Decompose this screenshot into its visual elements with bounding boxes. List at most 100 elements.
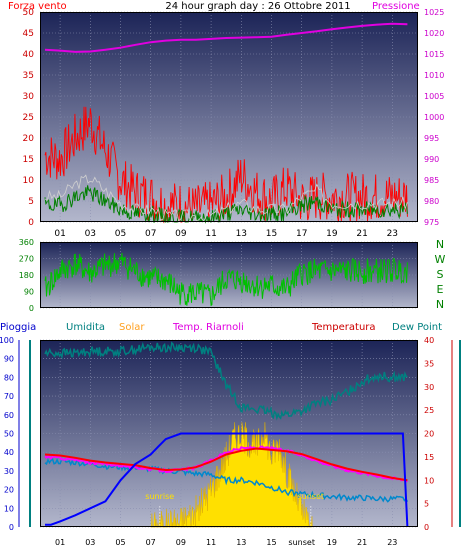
panel-1-x-tick-label: 23: [387, 229, 398, 239]
panel-1-left-axis-label: Forza vento: [8, 1, 67, 12]
panel-3-left-tick-label: 10: [4, 504, 14, 513]
panel-2-compass-label: W: [435, 253, 446, 266]
panel-3-left-tick-label: 100: [0, 336, 14, 345]
panel-3-right-tick-label: 20: [424, 430, 434, 439]
series-solar-area: [150, 422, 313, 528]
panel-3-left-tick-label: 70: [4, 392, 14, 401]
panel-2-left-tick-label: 0: [29, 304, 34, 313]
panel-1-right-tick-label: 985: [424, 176, 439, 185]
series-avg-envelope-line: [44, 174, 408, 223]
panel-3-left-tick-label: 40: [4, 448, 14, 457]
panel-2-compass-label: N: [436, 238, 444, 251]
panel-1-x-tick-label: 07: [145, 229, 156, 239]
panel-2-left-tick-label: 360: [19, 238, 34, 247]
panel-1-left-tick-label: 35: [23, 71, 34, 81]
panel-3-right-tick-label: 35: [424, 359, 434, 368]
panel-1-right-axis-label: Pressione: [372, 1, 420, 12]
panel-3-right-tick-label: 5: [424, 500, 429, 509]
panel-1-right-tick-label: 1025: [424, 8, 444, 17]
panel-1-left-tick-label: 10: [23, 176, 35, 186]
panel-3-legend-entry: Temp. Riarnoli: [172, 322, 244, 333]
panel-1-right-tick-label: 1010: [424, 71, 444, 80]
panel-1-left-tick-label: 25: [23, 113, 34, 123]
panel-3-x-tick-label: 11: [206, 538, 216, 547]
series-temperatura-line: [44, 447, 408, 482]
panel-1-x-tick-label: 03: [85, 229, 96, 239]
panel-1-left-tick-label: 40: [23, 50, 35, 60]
panel-1-x-tick-label: 15: [266, 229, 277, 239]
panel-2-left-tick-label: 90: [24, 288, 34, 297]
panel-3-x-tick-label: 19: [327, 538, 337, 547]
panel-3-left-tick-label: 60: [4, 411, 14, 420]
panel-2-left-tick-label: 180: [19, 271, 34, 280]
panel-3-x-tick-label: 01: [55, 538, 65, 547]
panel-3-x-tick-label: 23: [387, 538, 397, 547]
panel-1-x-tick-label: 05: [115, 229, 126, 239]
panel-1-left-tick-label: 5: [28, 197, 34, 207]
panel-3-frame: [40, 340, 418, 527]
panel-1-x-tick-label: 17: [296, 229, 307, 239]
series-pioggia-line: [45, 432, 409, 528]
panel-1-left-tick-label: 50: [23, 8, 35, 18]
panel-3-legend-entry: Temperatura: [311, 322, 376, 333]
panel-3-right-tick-label: 15: [424, 453, 434, 462]
panel-3-right-tick-label: 40: [424, 336, 434, 345]
series-direction-line: [44, 252, 408, 307]
panel-1-x-tick-label: 01: [54, 229, 65, 239]
series-pressione-line: [44, 22, 408, 53]
panel-1-left-tick-label: 20: [23, 134, 35, 144]
panel-1-right-tick-label: 1015: [424, 50, 444, 59]
panel-3-left-tick-label: 90: [4, 355, 14, 364]
panel-1-right-tick-label: 980: [424, 197, 439, 206]
sunrise-label: sunrise: [145, 492, 174, 501]
panel-3-x-tick-label: 13: [236, 538, 246, 547]
panel-1-right-tick-label: 975: [424, 218, 439, 227]
panel-1-left-tick-label: 15: [23, 155, 34, 165]
panel-1-x-tick-label: 21: [356, 229, 367, 239]
panel-3-left-tick-label: 80: [4, 373, 14, 382]
sunset-label: sunset: [297, 492, 324, 501]
panel-3-x-tick-label: 05: [115, 538, 125, 547]
panel-3-x-tick-label: 07: [146, 538, 156, 547]
panel-1-right-tick-label: 990: [424, 155, 439, 164]
panel-3-x-tick-label: 21: [357, 538, 367, 547]
panel-2-frame: [40, 242, 418, 308]
panel-1-title: 24 hour graph day : 26 Ottobre 2011: [165, 1, 350, 12]
panel-2-compass-label: E: [437, 283, 444, 296]
panel-2-compass-label: S: [437, 268, 444, 281]
panel-3-left-tick-label: 20: [4, 486, 14, 495]
panel-1-frame: [40, 12, 418, 222]
panel-2-compass-label: N: [436, 298, 444, 311]
panel-3-x-tick-label: 03: [85, 538, 95, 547]
series-gust-line: [44, 106, 408, 224]
panel-2-left-tick-label: 270: [19, 255, 34, 264]
panel-1-left-tick-label: 45: [23, 29, 34, 39]
panel-3-x-tick-label: sunset: [288, 538, 315, 547]
panel-1-left-tick-label: 0: [28, 218, 34, 228]
panel-3-right-tick-label: 10: [424, 476, 434, 485]
panel-1-x-tick-label: 11: [205, 229, 216, 239]
panel-1-x-tick-label: 09: [175, 229, 187, 239]
panel-3-right-tick-label: 25: [424, 406, 434, 415]
panel-1-right-tick-label: 995: [424, 134, 439, 143]
panel-1-x-tick-label: 19: [326, 229, 338, 239]
panel-1-right-tick-label: 1000: [424, 113, 444, 122]
panel-1-x-tick-label: 13: [236, 229, 247, 239]
panel-3-right-tick-label: 0: [424, 523, 429, 532]
panel-1-right-tick-label: 1020: [424, 29, 444, 38]
panel-3-legend-entry: Solar: [119, 322, 145, 333]
series-dewpoint-line: [44, 457, 409, 503]
panel-3-left-tick-label: 0: [9, 523, 14, 532]
panel-3-x-tick-label: 15: [266, 538, 276, 547]
panel-3-left-tick-label: 30: [4, 467, 14, 476]
panel-3-legend-entry: Pioggia: [0, 322, 36, 333]
panel-3-left-tick-label: 50: [4, 430, 14, 439]
panel-1-left-tick-label: 30: [23, 92, 35, 102]
panel-3-x-tick-label: 09: [176, 538, 186, 547]
panel-1-right-tick-label: 1005: [424, 92, 444, 101]
panel-3-legend-entry: Dew Point: [392, 322, 442, 333]
panel-3-legend-entry: Umidita: [66, 322, 105, 333]
panel-3-right-tick-label: 30: [424, 383, 434, 392]
